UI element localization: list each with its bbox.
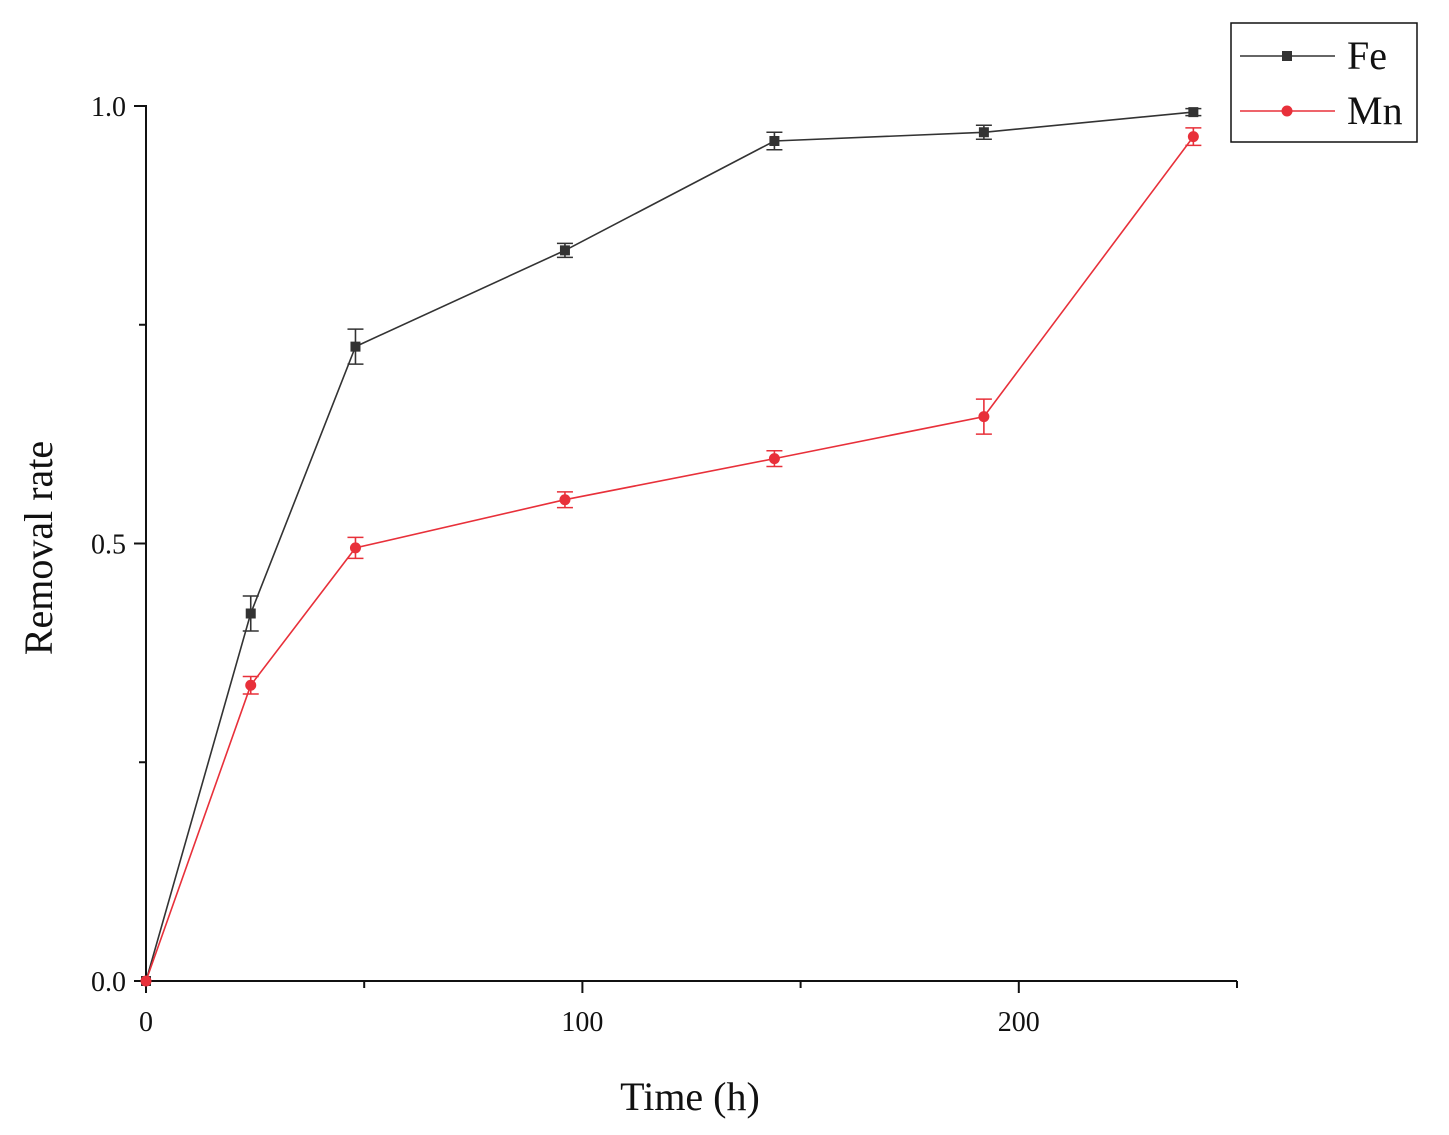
data-point xyxy=(350,341,361,352)
y-axis-label: Removal rate xyxy=(16,441,61,655)
x-axis-label: Time (h) xyxy=(620,1074,760,1119)
axes: 0 100 200 0.0 0.5 1.0 xyxy=(91,92,1238,1038)
x-tick-label: 0 xyxy=(139,1007,153,1038)
y-tick-label: 0.5 xyxy=(91,530,126,561)
data-point xyxy=(978,411,990,423)
data-point xyxy=(978,127,989,138)
legend-label: Mn xyxy=(1347,88,1403,133)
plot-area xyxy=(140,107,1202,987)
series-mn xyxy=(140,127,1202,987)
data-point xyxy=(559,245,570,256)
data-point xyxy=(768,453,780,465)
x-tick-label: 100 xyxy=(561,1007,603,1038)
y-tick-label: 1.0 xyxy=(91,92,126,123)
legend-label: Fe xyxy=(1347,33,1387,78)
x-tick-label: 200 xyxy=(998,1007,1040,1038)
legend-swatch-marker xyxy=(1281,105,1293,117)
series-line xyxy=(145,111,1194,982)
y-tick-label: 0.0 xyxy=(91,967,126,998)
legend: Fe Mn xyxy=(1230,22,1418,143)
series-line xyxy=(145,136,1195,982)
data-point xyxy=(245,679,257,691)
series-fe xyxy=(141,107,1202,986)
legend-swatch-marker xyxy=(1282,51,1292,61)
data-point xyxy=(769,136,780,146)
legend-box xyxy=(1230,22,1418,143)
data-point xyxy=(1188,107,1199,118)
data-point xyxy=(140,975,152,987)
data-point xyxy=(1187,131,1199,143)
data-point xyxy=(245,608,256,619)
data-point xyxy=(349,542,361,554)
legend-item-fe: Fe xyxy=(1240,33,1387,78)
data-point xyxy=(559,494,571,506)
legend-item-mn: Mn xyxy=(1240,88,1403,133)
